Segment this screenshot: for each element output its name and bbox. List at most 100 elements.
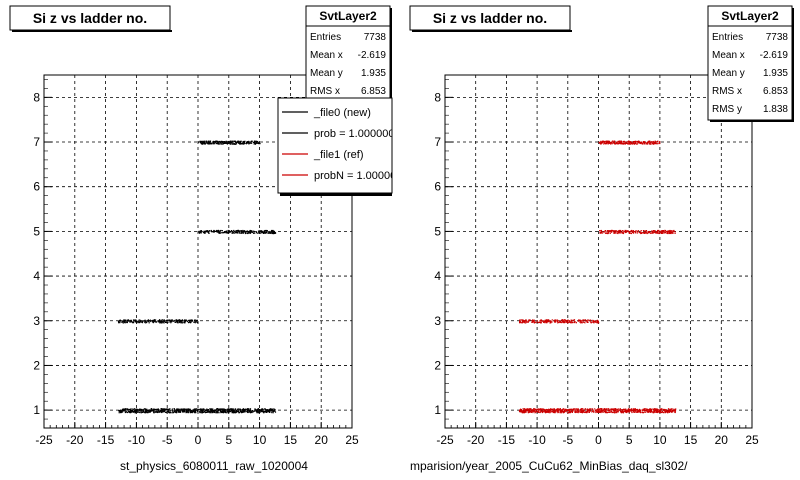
data-point <box>622 230 624 232</box>
data-point <box>641 141 643 144</box>
data-point <box>598 410 600 413</box>
data-point <box>178 410 180 412</box>
data-point <box>619 231 621 234</box>
data-point <box>554 410 556 412</box>
data-point <box>179 321 181 323</box>
data-point <box>231 140 234 142</box>
data-point <box>644 230 646 232</box>
data-point <box>259 230 261 232</box>
data-point <box>600 411 602 413</box>
data-point <box>599 141 601 143</box>
data-point <box>190 410 192 412</box>
data-point <box>124 410 126 412</box>
data-point <box>549 412 551 414</box>
data-point <box>619 140 621 142</box>
data-point <box>591 408 593 410</box>
data-point <box>213 229 215 232</box>
data-point <box>138 319 140 321</box>
data-point <box>595 320 597 322</box>
data-point <box>597 408 599 410</box>
data-point <box>571 322 573 324</box>
data-point <box>227 232 229 234</box>
data-point <box>152 321 154 323</box>
data-point <box>264 232 266 234</box>
data-point <box>187 321 189 323</box>
data-point <box>221 230 223 232</box>
data-point <box>671 410 674 412</box>
data-point <box>588 409 590 411</box>
data-point <box>559 320 561 323</box>
data-point <box>190 411 192 414</box>
data-point <box>572 409 574 411</box>
data-point <box>158 321 160 323</box>
data-point <box>629 231 631 233</box>
data-point <box>597 410 599 412</box>
data-point <box>535 411 537 413</box>
data-point <box>171 319 173 321</box>
data-point <box>229 231 231 233</box>
data-point <box>561 411 563 413</box>
data-point <box>178 411 180 413</box>
data-point <box>657 410 659 412</box>
data-point <box>628 143 630 145</box>
data-point <box>666 410 668 412</box>
data-point <box>544 410 546 412</box>
data-point <box>242 229 244 232</box>
data-point <box>646 411 648 413</box>
data-point <box>585 320 587 322</box>
data-point <box>125 319 127 321</box>
data-point <box>603 143 605 145</box>
data-point <box>186 411 188 413</box>
data-point <box>140 412 143 414</box>
data-point <box>650 141 652 143</box>
data-point <box>160 321 162 323</box>
data-point <box>530 410 532 412</box>
data-point <box>188 322 190 324</box>
data-point <box>130 408 132 410</box>
data-point <box>135 410 137 412</box>
data-point <box>223 410 225 412</box>
data-point <box>606 411 608 414</box>
data-point <box>635 140 637 142</box>
x-tick-label: -20 <box>66 433 84 447</box>
data-point <box>656 410 658 412</box>
data-point <box>231 410 233 412</box>
data-point <box>646 143 649 145</box>
data-point <box>617 232 619 234</box>
data-point <box>207 410 209 412</box>
stats-value: 1.935 <box>763 68 788 79</box>
data-point <box>579 321 581 323</box>
data-point <box>582 321 584 323</box>
data-point <box>237 410 239 412</box>
data-point <box>636 410 638 412</box>
data-point <box>179 321 181 324</box>
data-point <box>618 231 620 233</box>
data-point <box>609 232 611 234</box>
data-point <box>535 321 537 323</box>
data-point <box>599 411 601 413</box>
data-point <box>622 232 624 234</box>
data-point <box>661 231 663 233</box>
data-point <box>261 411 263 413</box>
data-point <box>612 230 614 232</box>
data-point <box>221 409 223 411</box>
data-point <box>617 408 619 410</box>
data-point <box>567 410 569 412</box>
data-point <box>673 230 675 232</box>
data-point <box>541 320 544 322</box>
data-point <box>669 231 671 234</box>
data-point <box>134 319 136 321</box>
data-point <box>528 411 530 413</box>
data-point <box>227 141 229 143</box>
data-point <box>521 322 523 324</box>
data-point <box>153 320 155 322</box>
data-point <box>604 142 606 144</box>
data-point <box>231 232 233 234</box>
data-point <box>179 408 181 410</box>
data-point <box>662 411 664 413</box>
data-point <box>169 408 171 410</box>
data-point <box>636 140 638 143</box>
data-point <box>234 409 236 411</box>
data-point <box>180 408 182 410</box>
data-point <box>599 143 602 145</box>
